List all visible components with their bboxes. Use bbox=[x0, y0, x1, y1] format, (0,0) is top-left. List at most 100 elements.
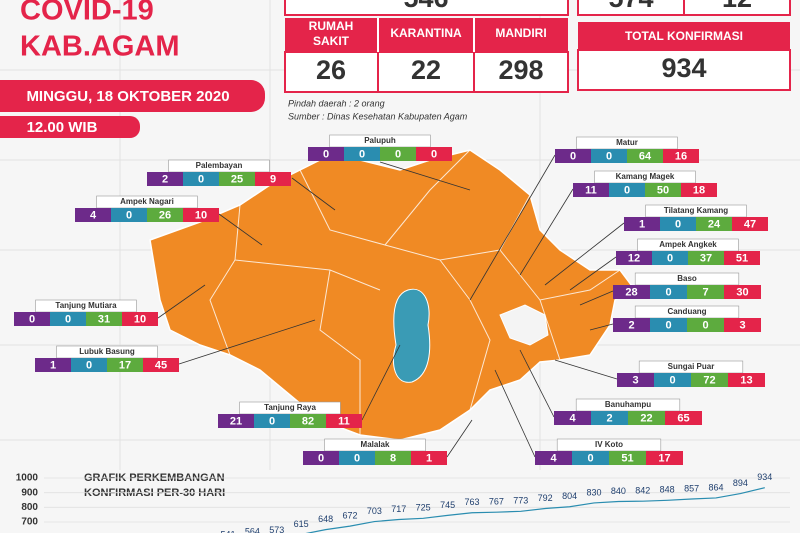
top-count: 12 bbox=[722, 0, 752, 13]
region-cell bbox=[609, 183, 645, 197]
value-label: 830 bbox=[586, 487, 601, 497]
top-count: 574 bbox=[608, 0, 653, 13]
region-count: 4 bbox=[550, 452, 557, 464]
leader-line bbox=[469, 154, 556, 301]
region-name: Sungai Puar bbox=[668, 362, 715, 371]
region-count: 28 bbox=[625, 286, 637, 298]
region-count: 26 bbox=[159, 209, 171, 221]
region-cell bbox=[663, 149, 699, 163]
value-label: 848 bbox=[660, 485, 675, 495]
value-label: 672 bbox=[342, 510, 357, 520]
region-cell bbox=[111, 208, 147, 222]
region-cell bbox=[724, 251, 760, 265]
region-cell bbox=[688, 251, 724, 265]
region-count: 11 bbox=[585, 184, 597, 196]
value-label: 648 bbox=[318, 514, 333, 524]
treatment-values bbox=[284, 51, 569, 93]
region-cell bbox=[573, 183, 609, 197]
value-label: 804 bbox=[562, 491, 577, 501]
region-cell bbox=[613, 285, 650, 299]
region-name: Malalak bbox=[361, 440, 390, 449]
region-cell bbox=[646, 451, 683, 465]
value-label: 864 bbox=[708, 482, 723, 492]
region-count: 72 bbox=[703, 374, 715, 386]
region-cell bbox=[107, 358, 143, 372]
region-cell bbox=[380, 147, 416, 161]
region-count: 21 bbox=[230, 415, 242, 427]
treatment-value: 26 bbox=[316, 55, 346, 85]
region-count: 0 bbox=[86, 359, 92, 371]
title-line2: KAB.AGAM bbox=[20, 31, 180, 63]
region-cell bbox=[326, 414, 362, 428]
region-count: 10 bbox=[134, 313, 146, 325]
treatment-label: RUMAH bbox=[309, 19, 354, 33]
region-name: Kamang Magek bbox=[616, 172, 675, 181]
top-box bbox=[284, 0, 569, 16]
region-count: 0 bbox=[669, 374, 675, 386]
region-count: 0 bbox=[29, 313, 35, 325]
region-cell bbox=[147, 172, 183, 186]
region-count: 0 bbox=[65, 313, 71, 325]
region-cell bbox=[665, 411, 702, 425]
region-count: 25 bbox=[231, 173, 243, 185]
region-cell bbox=[411, 451, 447, 465]
value-label: 773 bbox=[513, 496, 528, 506]
region-count: 0 bbox=[665, 319, 671, 331]
region-cell bbox=[652, 251, 688, 265]
region-count: 13 bbox=[740, 374, 752, 386]
region-cell bbox=[724, 318, 761, 332]
region-count: 0 bbox=[269, 415, 275, 427]
region-name: IV Koto bbox=[595, 440, 623, 449]
region-count: 0 bbox=[587, 452, 593, 464]
region-cell bbox=[35, 358, 71, 372]
region-name: Baso bbox=[677, 274, 697, 283]
region-cell bbox=[183, 208, 219, 222]
region-count: 31 bbox=[98, 313, 110, 325]
leader-line bbox=[569, 256, 617, 291]
region-cell bbox=[71, 358, 107, 372]
value-label: 725 bbox=[416, 503, 431, 513]
value-label: 767 bbox=[489, 497, 504, 507]
region-cell bbox=[732, 217, 768, 231]
region-cell bbox=[50, 312, 86, 326]
region-cell bbox=[86, 312, 122, 326]
region-cell bbox=[613, 318, 650, 332]
region-count: 1 bbox=[639, 218, 645, 230]
region-count: 30 bbox=[736, 286, 748, 298]
treatment-header bbox=[285, 18, 568, 52]
region-cell bbox=[183, 172, 219, 186]
region-count: 1 bbox=[426, 452, 432, 464]
y-tick-label: 700 bbox=[21, 517, 38, 528]
region-count: 0 bbox=[126, 209, 132, 221]
region-cell bbox=[650, 285, 687, 299]
line bbox=[305, 487, 765, 533]
region-cell bbox=[308, 147, 344, 161]
note: Pindah daerah : 2 orang bbox=[288, 98, 385, 108]
leader-line bbox=[157, 284, 206, 319]
leader-line bbox=[178, 319, 316, 365]
region-count: 0 bbox=[198, 173, 204, 185]
value-label: 745 bbox=[440, 500, 455, 510]
region-cell bbox=[416, 147, 452, 161]
total-header bbox=[578, 22, 790, 50]
region-count: 45 bbox=[155, 359, 167, 371]
region-cell bbox=[554, 411, 591, 425]
region-count: 0 bbox=[665, 286, 671, 298]
region-cell bbox=[609, 451, 646, 465]
region-count: 3 bbox=[632, 374, 638, 386]
total-value-box bbox=[577, 49, 791, 91]
region-count: 3 bbox=[739, 319, 745, 331]
region-count: 50 bbox=[657, 184, 669, 196]
value-label: 717 bbox=[391, 504, 406, 514]
value-label: 894 bbox=[733, 478, 748, 488]
chart: 700 800 900 1000 541 564 573 615 648 672 703 717 725… bbox=[16, 472, 790, 533]
region-cell bbox=[143, 358, 179, 372]
region-cell bbox=[616, 251, 652, 265]
leader-line bbox=[361, 344, 401, 421]
region-count: 2 bbox=[606, 412, 612, 424]
region-name: Ampek Angkek bbox=[659, 240, 717, 249]
region-cell bbox=[696, 217, 732, 231]
region-count: 0 bbox=[354, 452, 360, 464]
top-count: 546 bbox=[403, 0, 448, 13]
region-cell bbox=[691, 373, 728, 387]
